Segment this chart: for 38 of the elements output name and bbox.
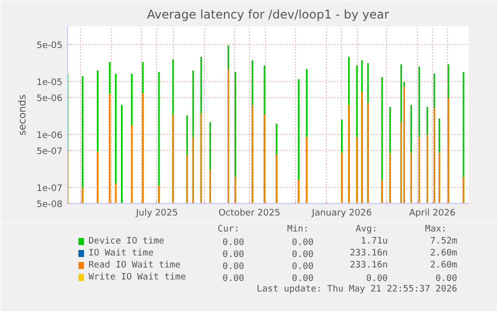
text: 2.60m: [430, 260, 458, 270]
y-tick-label: 5e-05: [36, 40, 63, 51]
text: 0.00: [222, 274, 244, 284]
text: 1.71u: [360, 236, 388, 246]
text: 0.00: [292, 274, 314, 284]
y-tick-label: 1e-07: [36, 184, 63, 194]
text: 0.00: [292, 250, 314, 260]
y-tick-label: 5e-07: [36, 146, 63, 157]
y-tick-label: 5e-08: [36, 200, 63, 210]
text: 0.00: [436, 274, 458, 284]
chart-title: Average latency for /dev/loop1 - by year: [146, 8, 390, 22]
text: Last update: Thu May 21 22:55:37 2026: [256, 284, 458, 294]
text: Avg:: [356, 224, 378, 234]
text: Min:: [287, 224, 309, 234]
x-tick-label: October 2025: [218, 208, 280, 218]
y-axis-title: seconds: [18, 94, 29, 136]
text: 0.00: [222, 250, 244, 260]
text: 0.00: [292, 238, 314, 248]
text: Max:: [425, 224, 447, 234]
text: 0.00: [222, 238, 244, 248]
text: 0.00: [222, 262, 244, 272]
text: 233.16n: [350, 260, 388, 270]
x-tick-label: April 2026: [409, 208, 456, 218]
text: 0.00: [292, 262, 314, 272]
legend-label: Read IO Wait time: [88, 260, 181, 270]
legend-label: IO Wait time: [88, 248, 154, 258]
x-tick-label: July 2025: [134, 208, 178, 218]
text: Cur:: [218, 224, 240, 234]
text: 2.60m: [430, 248, 458, 258]
legend-label: Write IO Wait time: [88, 272, 186, 282]
text: 233.16n: [350, 248, 388, 258]
text: 0.00: [366, 274, 388, 284]
text: 7.52m: [430, 236, 458, 246]
y-tick-label: 5e-06: [36, 94, 63, 104]
legend-label: Device IO time: [88, 236, 164, 246]
y-tick-label: 1e-06: [36, 130, 63, 141]
y-tick-label: 1e-05: [36, 78, 63, 88]
x-tick-label: January 2026: [310, 208, 372, 218]
